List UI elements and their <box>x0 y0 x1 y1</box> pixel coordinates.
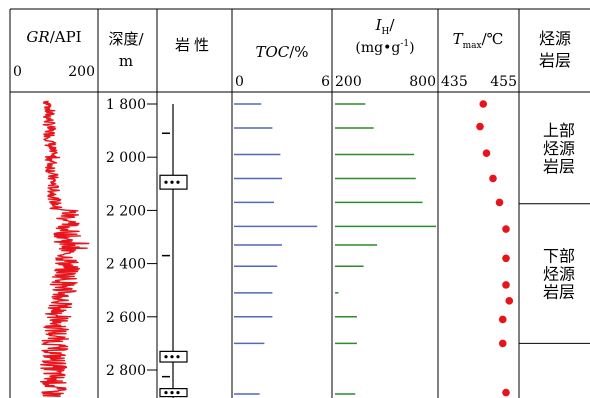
header-tmax: Tmax/℃ 435 455 <box>441 30 517 90</box>
lower-zone-label: 岩层 <box>543 283 575 302</box>
ih-title: IH/ <box>375 16 396 37</box>
gr-max-label: 200 <box>68 64 95 80</box>
gr-min-label: 0 <box>13 64 22 80</box>
lithology-dot <box>164 391 168 395</box>
toc-track <box>234 103 318 395</box>
tmax-point <box>498 339 507 348</box>
ih-min-label: 200 <box>335 74 362 90</box>
lithology-dot <box>170 355 174 359</box>
depth-tick-label: 1 800 <box>106 97 146 113</box>
lithology-dot <box>176 391 180 395</box>
header-gr: GR/API 0 200 <box>13 28 95 80</box>
depth-tick-label: 2 000 <box>106 150 146 166</box>
ih-max-label: 800 <box>409 74 436 90</box>
header-toc: TOC/% 0 6 <box>235 43 330 90</box>
lithology-dot <box>170 391 174 395</box>
tmax-point <box>489 174 497 183</box>
tmax-point <box>502 225 510 233</box>
depth-unit: m <box>119 52 133 70</box>
upper-zone-label: 岩层 <box>543 157 575 176</box>
header-lithology: 岩性 <box>175 36 213 54</box>
tmax-point <box>502 388 510 397</box>
lithology-dot <box>164 180 168 184</box>
toc-title: TOC/% <box>255 43 308 61</box>
lower-zone-label: 烃源 <box>543 265 575 284</box>
gr-curve <box>40 100 90 397</box>
tmax-title: Tmax/℃ <box>453 30 504 51</box>
tmax-point <box>482 149 491 158</box>
lithology-dot <box>164 355 168 359</box>
lithology-dot <box>176 355 180 359</box>
tmax-point <box>476 122 484 131</box>
toc-min-label: 0 <box>235 74 244 90</box>
header-source-rock: 烃源 岩层 <box>539 29 571 70</box>
ih-track <box>335 103 436 395</box>
tmax-point <box>505 297 514 305</box>
tmax-track <box>476 100 514 397</box>
tmax-min-label: 435 <box>441 74 468 90</box>
depth-label: 深度/ <box>108 30 144 48</box>
upper-zone-label: 烃源 <box>543 139 575 158</box>
ih-unit: (mg•g-1) <box>355 39 414 56</box>
lithology-label: 岩性 <box>175 36 213 54</box>
header-ih: IH/ (mg•g-1) 200 800 <box>335 16 436 90</box>
lithology-track <box>159 104 188 398</box>
tmax-point <box>495 198 504 207</box>
lithology-dot <box>176 180 180 184</box>
gr-track <box>40 100 90 397</box>
depth-tick-label: 2 600 <box>106 310 146 326</box>
gr-title: GR/API <box>26 28 81 46</box>
tmax-max-label: 455 <box>490 74 517 90</box>
tmax-point <box>502 281 510 289</box>
depth-tick-label: 2 400 <box>106 257 146 273</box>
source-rock-label-2: 岩层 <box>539 51 571 70</box>
tmax-point <box>498 315 507 324</box>
lower-zone-label: 下部 <box>543 247 575 266</box>
tmax-point <box>479 100 488 108</box>
header-depth: 深度/ m <box>108 30 144 70</box>
toc-max-label: 6 <box>321 74 330 90</box>
depth-tick-label: 2 200 <box>106 203 146 219</box>
depth-tick-label: 2 800 <box>106 363 146 379</box>
depth-axis: 1 800 2 000 2 200 2 400 2 600 2 800 <box>106 97 157 379</box>
tmax-point <box>502 254 510 263</box>
source-rock-label-1: 烃源 <box>539 29 571 48</box>
upper-zone-label: 上部 <box>543 121 575 140</box>
lithology-dot <box>170 180 174 184</box>
